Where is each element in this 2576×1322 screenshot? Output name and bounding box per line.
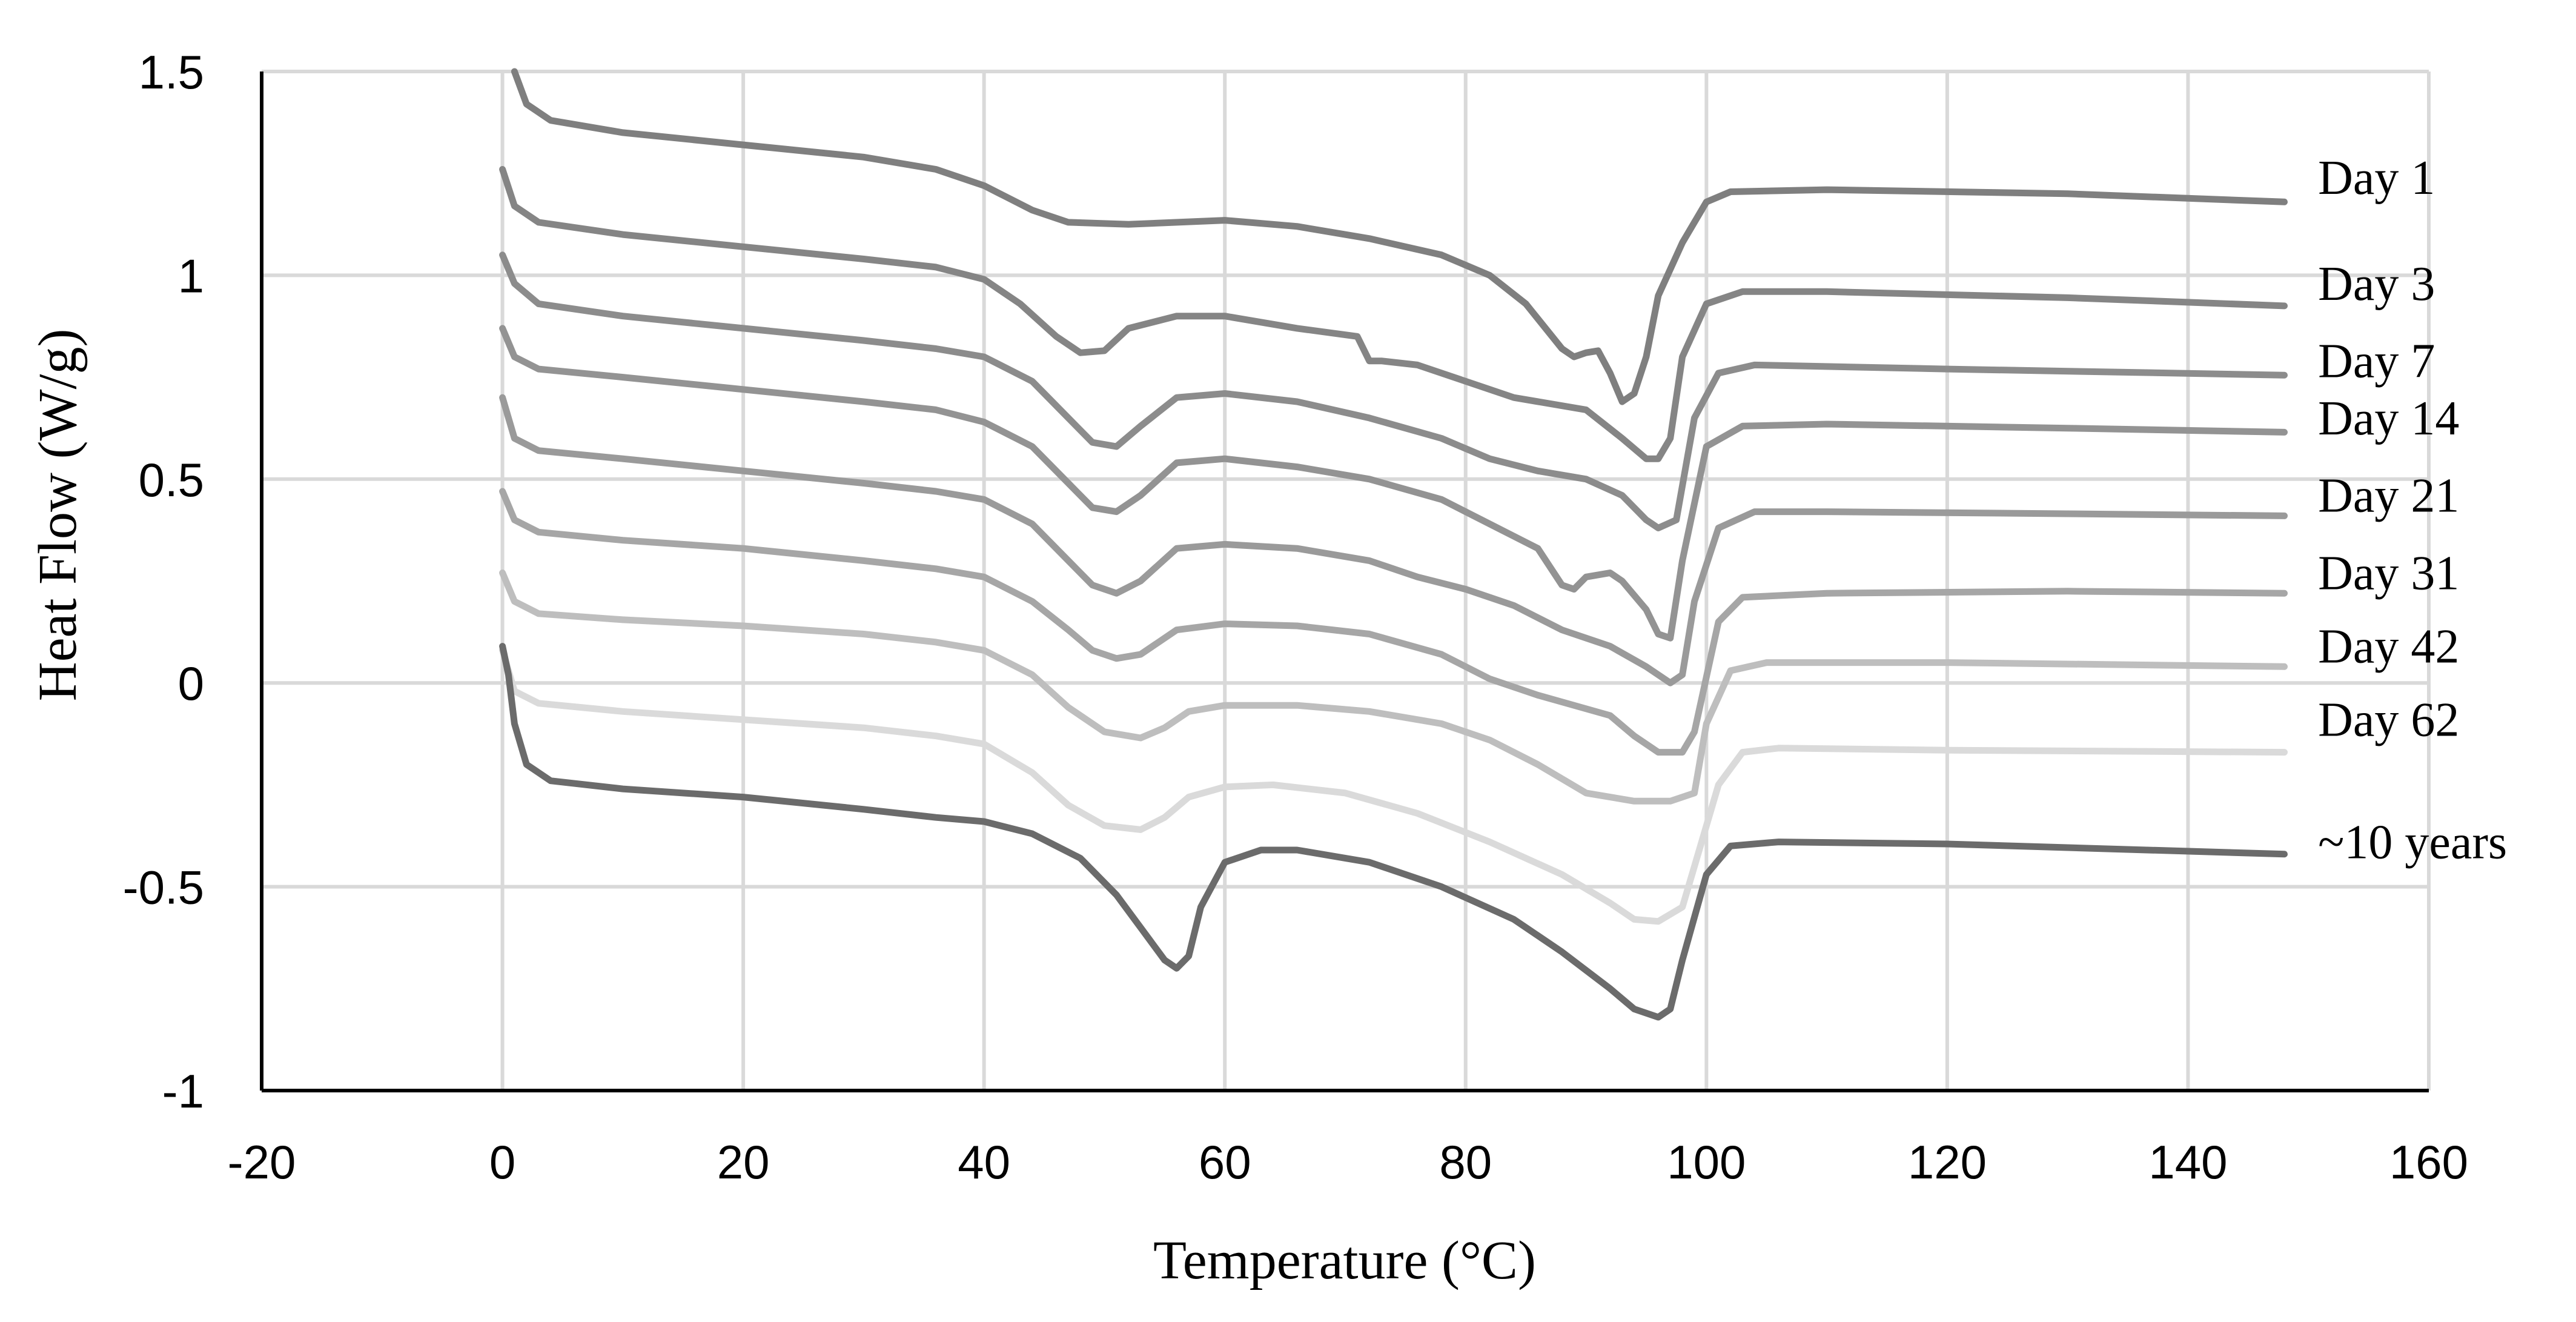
x-tick-label: 60 — [1199, 1135, 1251, 1189]
y-tick-label: 1.5 — [139, 45, 204, 99]
x-tick-label: 80 — [1439, 1135, 1492, 1189]
series-line-5 — [499, 394, 2288, 686]
y-axis-title: Heat Flow (W/g) — [28, 329, 88, 702]
y-tick-label: 1 — [178, 249, 204, 302]
axes — [260, 71, 2429, 1092]
x-axis-tick-labels: -20 0 20 40 60 80 100 120 140 160 — [228, 1135, 2468, 1189]
series-label-6: Day 31 — [2318, 546, 2459, 600]
series-line-9 — [499, 643, 2288, 1021]
series-line-7 — [499, 570, 2288, 805]
x-tick-label: 0 — [489, 1135, 515, 1189]
series-lines — [499, 68, 2288, 1021]
series-label-9: ~10 years — [2318, 816, 2507, 869]
series-line-2 — [499, 166, 2288, 462]
x-tick-label: -20 — [228, 1135, 296, 1189]
series-label-1: Day 1 — [2318, 151, 2435, 205]
y-tick-label: -1 — [162, 1065, 204, 1118]
x-tick-label: 120 — [1908, 1135, 1987, 1189]
x-axis-title: Temperature (°C) — [1153, 1231, 1536, 1290]
x-tick-label: 140 — [2148, 1135, 2227, 1189]
series-label-8: Day 62 — [2318, 694, 2459, 747]
y-axis-tick-labels: -1 -0.5 0 0.5 1 1.5 — [123, 45, 204, 1118]
vertical-gridlines — [500, 71, 2431, 1091]
x-tick-label: 40 — [958, 1135, 1010, 1189]
x-tick-label: 160 — [2389, 1135, 2468, 1189]
series-line-3 — [499, 251, 2288, 531]
series-label-4: Day 14 — [2318, 392, 2459, 445]
x-tick-label: 100 — [1667, 1135, 1746, 1189]
y-tick-label: 0.5 — [139, 453, 204, 507]
series-label-5: Day 21 — [2318, 470, 2459, 523]
series-line-8 — [499, 646, 2288, 925]
series-label-2: Day 3 — [2318, 257, 2435, 311]
horizontal-gridlines — [262, 70, 2429, 889]
series-label-3: Day 7 — [2318, 335, 2435, 388]
series-label-7: Day 42 — [2318, 620, 2459, 674]
y-tick-label: 0 — [178, 657, 204, 710]
x-tick-label: 20 — [717, 1135, 770, 1189]
y-tick-label: -0.5 — [123, 861, 204, 914]
series-line-4 — [499, 325, 2288, 642]
series-line-1 — [511, 68, 2288, 405]
series-line-6 — [499, 488, 2288, 756]
